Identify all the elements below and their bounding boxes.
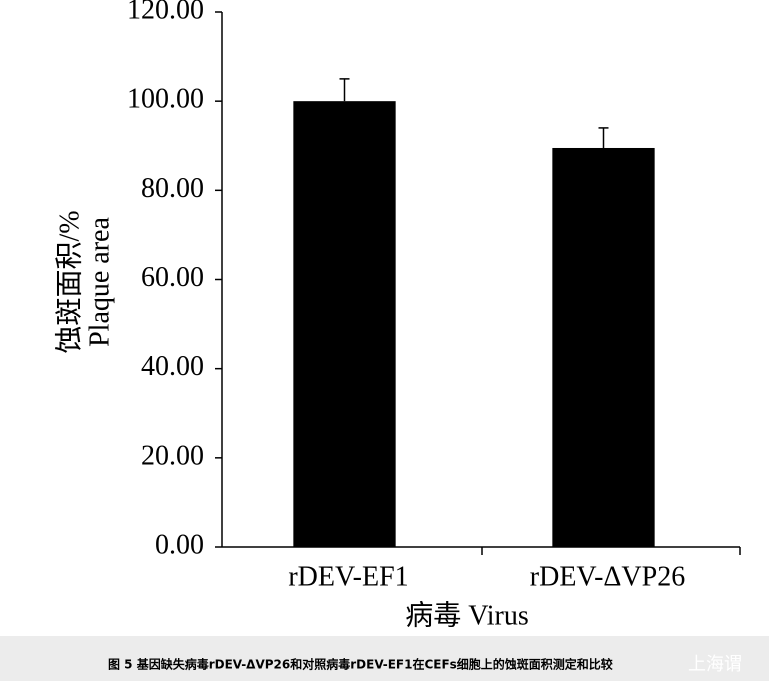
bar — [293, 101, 396, 548]
y-tick-label: 120.00 — [127, 0, 204, 25]
y-tick-label: 80.00 — [141, 173, 204, 204]
caption-band — [0, 636, 769, 681]
y-tick-label: 100.00 — [127, 84, 204, 115]
y-tick-label: 20.00 — [141, 440, 204, 471]
y-label-en: Plaque area — [84, 217, 115, 347]
x-axis-label: 病毒 Virus — [405, 599, 529, 631]
bar — [552, 147, 655, 547]
caption: 图 5 基因缺失病毒rDEV-ΔVP26和对照病毒rDEV-EF1在CEFs细胞… — [108, 657, 613, 672]
y-tick-label: 0.00 — [155, 529, 204, 560]
y-label-cn: 蚀斑面积/% — [53, 210, 85, 353]
watermark: 上海谓 — [688, 654, 742, 675]
x-tick-label: rDEV-EF1 — [288, 561, 408, 592]
y-axis-label: 蚀斑面积/% Plaque area — [53, 210, 115, 353]
x-tick-label: rDEV-ΔVP26 — [530, 561, 685, 592]
y-tick-label: 60.00 — [141, 262, 204, 293]
y-tick-label: 40.00 — [141, 351, 204, 382]
